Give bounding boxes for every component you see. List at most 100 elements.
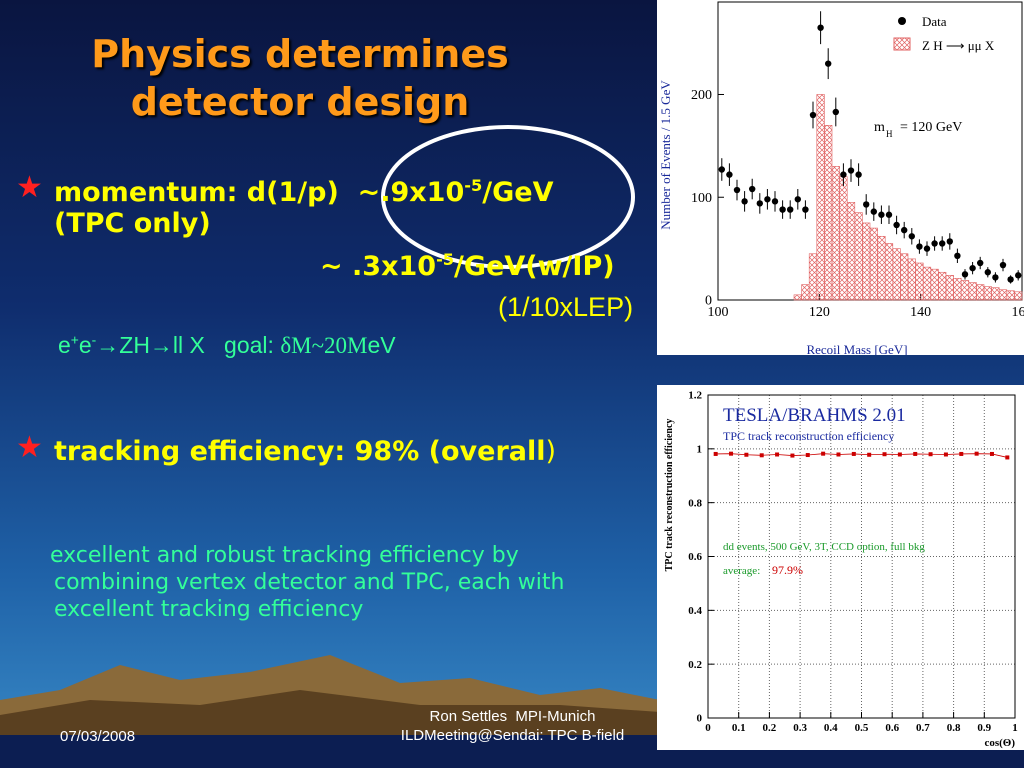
x-tick-label: 0.1 bbox=[732, 722, 746, 734]
bullet-marker: ★ bbox=[16, 430, 43, 465]
x-tick-label: 0.5 bbox=[855, 722, 869, 734]
data-point bbox=[718, 166, 725, 173]
data-point bbox=[916, 243, 923, 250]
superscript: -5 bbox=[464, 176, 483, 195]
data-point bbox=[847, 167, 855, 174]
data-point bbox=[779, 206, 786, 213]
annotation: m bbox=[874, 120, 885, 135]
data-point bbox=[961, 271, 969, 278]
data-point bbox=[969, 264, 976, 272]
data-point bbox=[989, 451, 994, 456]
x-tick-label: 0 bbox=[705, 722, 711, 734]
hist-bar bbox=[983, 286, 992, 301]
text: →ZH→ll X goal: bbox=[96, 332, 281, 358]
x-tick-label: 120 bbox=[809, 305, 830, 320]
data-point bbox=[744, 452, 749, 457]
legend-label: Data bbox=[922, 14, 947, 29]
annotation: H bbox=[886, 129, 893, 139]
hist-bar bbox=[801, 284, 810, 301]
data-point bbox=[749, 185, 756, 193]
hist-bar bbox=[877, 235, 886, 301]
average-value: 97.9% bbox=[772, 563, 803, 577]
data-point bbox=[943, 452, 948, 457]
data-point bbox=[878, 211, 885, 218]
bullet-text: ~ .3x10-5/GeV(w/IP) bbox=[320, 250, 615, 282]
bullet-text: tracking efficiency: 98% (overall) bbox=[54, 436, 556, 467]
hist-bar bbox=[907, 258, 916, 301]
hist-bar bbox=[793, 294, 802, 301]
hist-bar bbox=[1006, 290, 1015, 301]
hist-bar bbox=[884, 243, 894, 301]
legend-label: Z H ⟶ μμ X bbox=[922, 38, 995, 53]
data-line bbox=[715, 453, 1008, 458]
x-tick-label: 1 bbox=[1012, 722, 1018, 734]
hist-bar bbox=[998, 289, 1008, 301]
data-point bbox=[1007, 276, 1014, 283]
hist-bar bbox=[922, 266, 932, 301]
data-point bbox=[825, 60, 832, 67]
x-tick-label: 0.3 bbox=[793, 722, 807, 734]
data-point bbox=[870, 208, 877, 215]
data-point bbox=[713, 451, 718, 456]
data-point bbox=[790, 453, 795, 458]
y-tick-label: 0 bbox=[697, 713, 703, 725]
hist-bar bbox=[960, 280, 970, 301]
data-point bbox=[984, 269, 991, 276]
hist-bar bbox=[816, 94, 825, 301]
hist-bar bbox=[846, 202, 856, 301]
data-point bbox=[851, 451, 856, 456]
plot-frame bbox=[707, 394, 1016, 719]
data-point bbox=[836, 452, 841, 457]
x-tick-label: 0.6 bbox=[885, 722, 899, 734]
data-point bbox=[726, 171, 733, 178]
y-tick-label: 0.2 bbox=[688, 659, 702, 671]
hist-bar bbox=[1014, 291, 1023, 301]
text: δM~20M bbox=[280, 333, 368, 358]
y-axis-label: TPC track reconstruction efficiency bbox=[664, 419, 675, 572]
average-label: average: bbox=[723, 565, 760, 577]
y-axis-label: Number of Events / 1.5 GeV bbox=[658, 80, 673, 230]
y-tick-label: 1.2 bbox=[688, 390, 702, 402]
hist-bar bbox=[938, 271, 947, 301]
hist-bar bbox=[915, 262, 924, 301]
text: momentum: d(1/p) ~.9x10 bbox=[54, 177, 465, 208]
data-point bbox=[893, 221, 900, 229]
legend-swatch bbox=[893, 37, 911, 51]
note-line: excellent and robust tracking efficiency… bbox=[50, 543, 519, 568]
hist-bar bbox=[839, 176, 848, 301]
y-tick-label: 0.6 bbox=[688, 551, 702, 563]
y-tick-label: 200 bbox=[691, 88, 712, 103]
data-point bbox=[946, 238, 953, 245]
slide-title: Physics determines detector design bbox=[40, 30, 560, 126]
x-tick-label: 140 bbox=[910, 305, 931, 320]
data-point bbox=[775, 452, 780, 457]
data-point bbox=[977, 259, 984, 267]
text: tracking efficiency: 98% (overall bbox=[54, 436, 546, 467]
y-tick-label: 1 bbox=[697, 444, 703, 456]
data-point bbox=[939, 240, 946, 247]
data-point bbox=[913, 451, 918, 456]
y-tick-label: 0.8 bbox=[688, 497, 702, 509]
data-point bbox=[756, 200, 763, 207]
x-tick-label: 0.4 bbox=[824, 722, 838, 734]
data-point bbox=[764, 196, 771, 203]
data-point bbox=[794, 196, 801, 203]
text: ~ .3x10 bbox=[320, 251, 437, 282]
hist-bar bbox=[824, 125, 833, 301]
data-point bbox=[817, 24, 824, 31]
text: ) bbox=[545, 436, 557, 467]
hist-bar bbox=[862, 222, 871, 301]
data-point bbox=[840, 171, 847, 178]
bullet-text: (TPC only) bbox=[54, 208, 211, 239]
legend-marker bbox=[898, 17, 906, 25]
data-point bbox=[928, 452, 933, 457]
data-point bbox=[999, 261, 1007, 269]
plot-title: TESLA/BRAHMS 2.01 bbox=[723, 405, 906, 426]
x-tick-label: 160 bbox=[1012, 305, 1024, 320]
x-axis-label: Recoil Mass [GeV] bbox=[806, 342, 907, 355]
title-line: detector design bbox=[130, 80, 470, 124]
footer-event: ILDMeeting@Sendai: TPC B-field bbox=[400, 727, 625, 744]
data-point bbox=[1005, 455, 1010, 460]
data-point bbox=[809, 111, 817, 119]
